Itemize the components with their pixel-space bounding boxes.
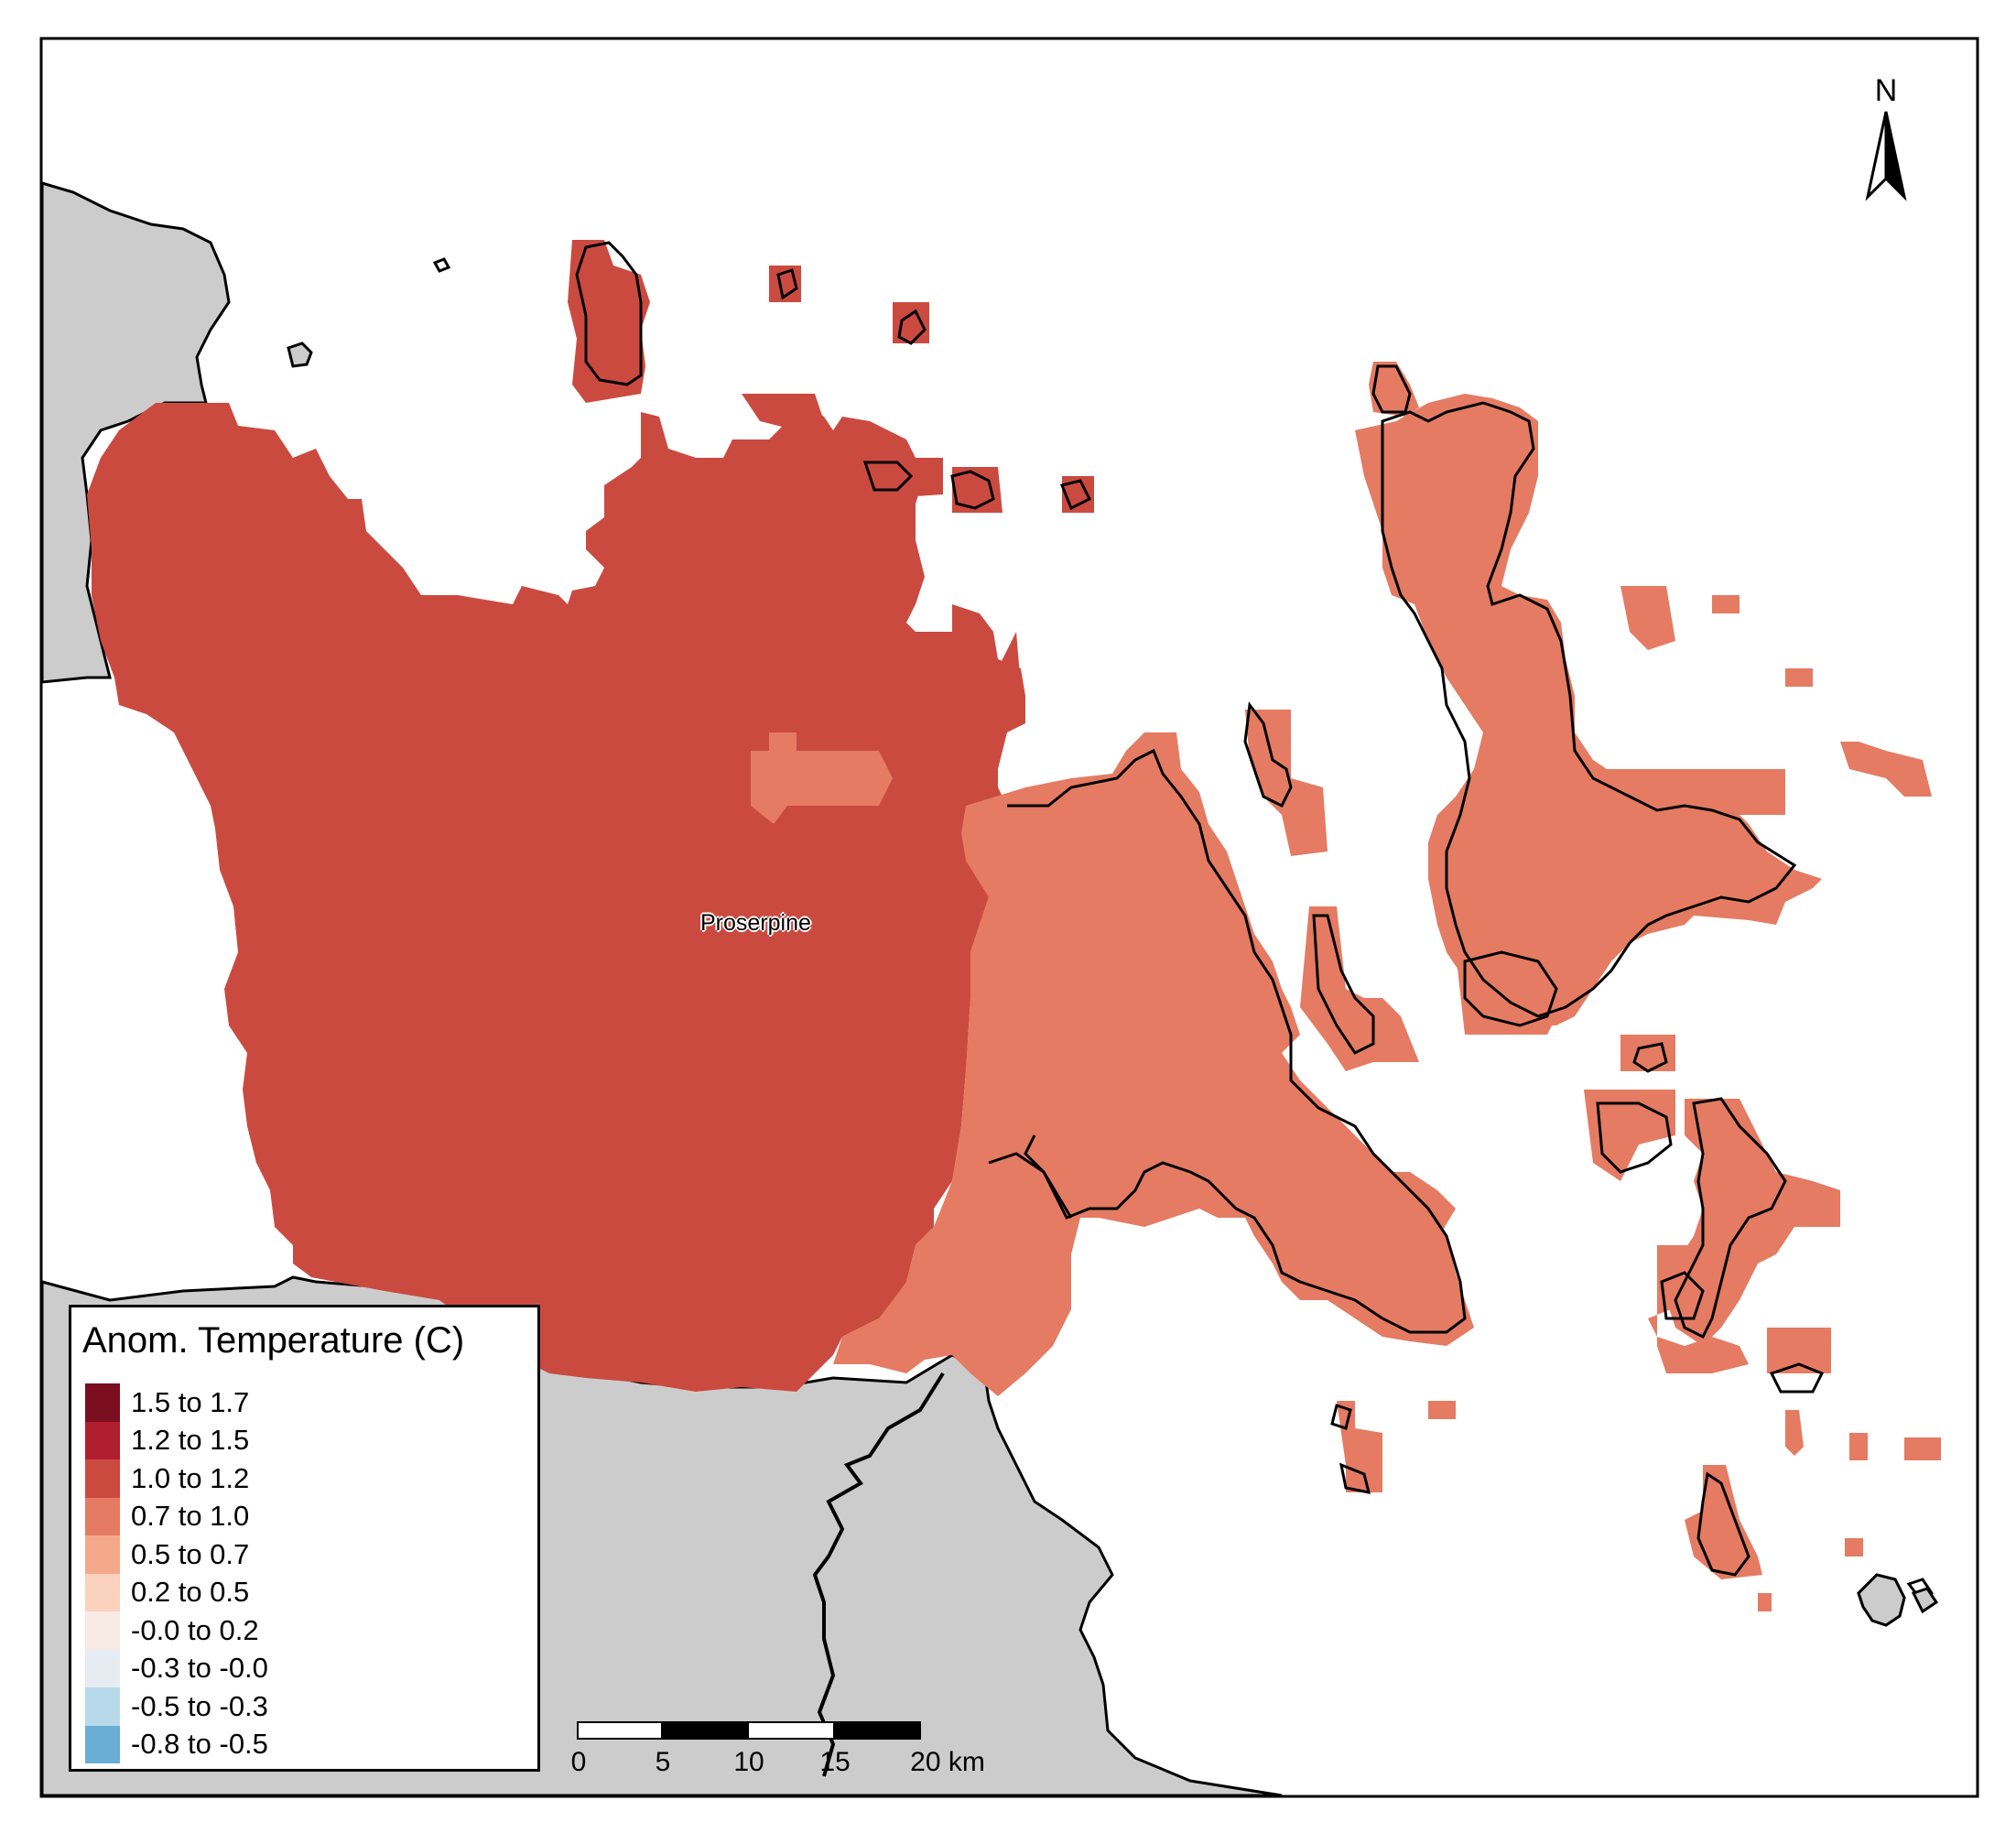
- scale-segment: [833, 1721, 921, 1740]
- island-0-7-to-1-0-o: [1840, 742, 1932, 797]
- legend-swatch: [85, 1459, 120, 1498]
- island-0-7-to-1-0-w: [1758, 1593, 1772, 1611]
- legend-item: 0.7 to 1.0: [85, 1497, 268, 1535]
- anomaly-region-1-0-to-1-2: [87, 403, 1025, 1392]
- legend-item: -0.5 to -0.3: [85, 1687, 268, 1726]
- island-0-7-to-1-0-p: [1620, 586, 1675, 650]
- grey-island-se-a: [1857, 1573, 1906, 1627]
- legend-items: 1.5 to 1.7 1.2 to 1.5 1.0 to 1.2 0.7 to 1.0…: [85, 1383, 268, 1763]
- island-0-7-to-1-0-b: [1300, 906, 1419, 1071]
- legend-swatch: [85, 1725, 120, 1763]
- legend-item: -0.3 to -0.0: [85, 1649, 268, 1687]
- legend-label: 0.2 to 0.5: [131, 1576, 250, 1609]
- island-0-7-to-1-0-h: [1620, 1035, 1675, 1071]
- legend-swatch: [85, 1535, 120, 1574]
- north-letter: N: [1874, 73, 1898, 108]
- scale-segment: [747, 1721, 835, 1740]
- legend-item: -0.8 to -0.5: [85, 1725, 268, 1763]
- legend-label: 0.5 to 0.7: [131, 1537, 250, 1570]
- island-0-7-to-1-0-v: [1849, 1433, 1868, 1460]
- legend-item: 0.5 to 0.7: [85, 1535, 268, 1574]
- island-1-0-to-1-2-h: [993, 632, 1021, 705]
- legend-title: Anom. Temperature (C): [82, 1320, 465, 1361]
- island-0-7-to-1-0-f: [1456, 952, 1566, 1035]
- grey-island-se-b: [1911, 1587, 1939, 1614]
- legend-label: -0.0 to 0.2: [131, 1613, 259, 1646]
- island-0-7-to-1-0-u: [1904, 1437, 1941, 1460]
- legend-swatch: [85, 1421, 120, 1459]
- legend-label: 1.5 to 1.7: [131, 1385, 250, 1418]
- island-1-0-to-1-2-a: [568, 240, 650, 403]
- legend-swatch: [85, 1611, 120, 1650]
- legend-item: 0.2 to 0.5: [85, 1573, 268, 1611]
- legend-swatch: [85, 1687, 120, 1726]
- scale-tick: 0: [570, 1747, 587, 1777]
- island-0-7-to-1-0-s: [1428, 1401, 1456, 1419]
- north-arrow-icon: [1865, 111, 1907, 201]
- legend-label: -0.8 to -0.5: [131, 1728, 268, 1761]
- island-0-7-to-1-0-q: [1785, 668, 1813, 687]
- place-label-proserpine: Proserpine: [700, 910, 811, 936]
- legend: Anom. Temperature (C) 1.5 to 1.7 1.2 to 1…: [69, 1305, 540, 1772]
- island-0-7-to-1-0-x: [1845, 1538, 1863, 1556]
- island-1-0-to-1-2-d: [742, 394, 824, 430]
- island-0-7-to-1-0-e: [1355, 394, 1822, 1025]
- island-0-7-to-1-0-r: [1712, 595, 1740, 613]
- legend-item: 1.0 to 1.2: [85, 1459, 268, 1498]
- scale-tick: 5: [655, 1747, 671, 1777]
- island-0-7-to-1-0-t: [1785, 1410, 1804, 1456]
- legend-item: 1.5 to 1.7: [85, 1383, 268, 1422]
- scale-segment: [661, 1721, 749, 1740]
- legend-label: -0.3 to -0.0: [131, 1652, 268, 1685]
- island-0-7-to-1-0-l: [1767, 1328, 1831, 1373]
- legend-label: 1.0 to 1.2: [131, 1461, 250, 1494]
- anomaly-region-0-7-to-1-0-inland: [833, 732, 1474, 1396]
- island-0-7-to-1-0-a: [1245, 710, 1328, 856]
- legend-label: 0.7 to 1.0: [131, 1500, 250, 1533]
- scale-tick: 20 km: [910, 1747, 985, 1777]
- scale-tick: 15: [819, 1747, 851, 1777]
- scale-bar: 0 5 10 15 20 km: [571, 1721, 985, 1790]
- anomaly-patch-0-7-to-1-0-center: [751, 732, 893, 824]
- grey-island-ne: [287, 342, 313, 368]
- north-arrow: N: [1854, 73, 1918, 201]
- legend-swatch: [85, 1383, 120, 1422]
- legend-label: 1.2 to 1.5: [131, 1424, 250, 1457]
- scale-tick: 10: [733, 1747, 764, 1777]
- legend-item: -0.0 to 0.2: [85, 1611, 268, 1650]
- legend-item: 1.2 to 1.5: [85, 1421, 268, 1459]
- legend-swatch: [85, 1649, 120, 1687]
- scale-segment: [577, 1721, 663, 1740]
- river: [812, 1372, 945, 1777]
- legend-swatch: [85, 1497, 120, 1535]
- legend-swatch: [85, 1573, 120, 1611]
- legend-label: -0.5 to -0.3: [131, 1689, 268, 1722]
